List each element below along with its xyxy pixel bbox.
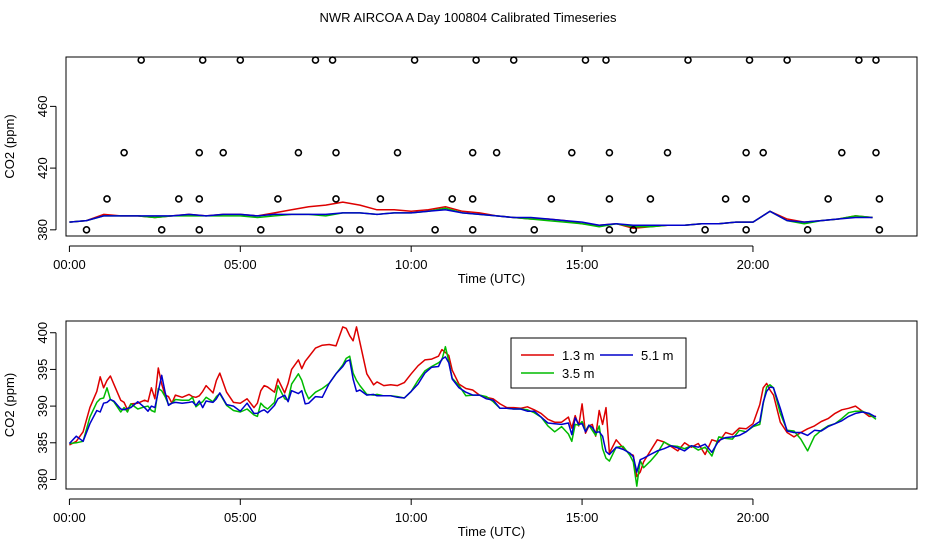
raw-data-point bbox=[547, 195, 556, 203]
raw-data-point bbox=[157, 226, 166, 234]
raw-data-point bbox=[137, 56, 145, 64]
x-tick-label: 05:00 bbox=[224, 257, 257, 272]
series-line-3-5-m bbox=[69, 207, 873, 228]
x-tick-label: 05:00 bbox=[224, 510, 257, 525]
raw-data-point bbox=[219, 148, 228, 157]
raw-data-point bbox=[236, 56, 245, 64]
raw-data-point bbox=[581, 56, 590, 64]
raw-data-point bbox=[468, 195, 477, 203]
legend-label: 3.5 m bbox=[562, 366, 595, 381]
plot-data bbox=[69, 201, 873, 230]
raw-data-point bbox=[120, 148, 128, 157]
raw-data-point bbox=[198, 56, 207, 64]
raw-data-point bbox=[759, 148, 768, 157]
y-tick-label: 460 bbox=[35, 96, 50, 118]
x-axis-label: Time (UTC) bbox=[458, 524, 525, 539]
raw-data-point bbox=[328, 56, 337, 64]
plot-frame bbox=[65, 56, 918, 237]
y-tick-label: 385 bbox=[35, 432, 50, 454]
raw-data-point bbox=[663, 148, 672, 157]
raw-data-point bbox=[605, 226, 614, 234]
legend-label: 5.1 m bbox=[641, 348, 674, 363]
raw-data-point bbox=[332, 148, 340, 157]
raw-data-point bbox=[824, 195, 832, 203]
raw-data-point bbox=[745, 56, 754, 64]
raw-data-point bbox=[195, 195, 204, 203]
raw-data-point bbox=[335, 226, 344, 234]
raw-data-point bbox=[431, 226, 439, 234]
raw-data-point bbox=[803, 226, 812, 234]
top-panel: 00:00 05:00 10:00 15:00 20:00 Time (UTC) 380 42… bbox=[2, 56, 918, 286]
raw-data-point bbox=[195, 226, 204, 234]
raw-data-point bbox=[195, 148, 204, 157]
raw-data-point bbox=[410, 56, 419, 64]
x-axis-label: Time (UTC) bbox=[458, 271, 525, 286]
raw-data-point bbox=[393, 148, 402, 157]
plot-data bbox=[68, 326, 877, 487]
y-tick-label: 380 bbox=[35, 469, 50, 491]
raw-data-point bbox=[448, 195, 456, 203]
raw-data-point bbox=[472, 56, 480, 64]
series-line-5-1-m bbox=[69, 209, 873, 226]
raw-data-point bbox=[721, 195, 730, 203]
raw-data-point bbox=[468, 226, 477, 234]
y-tick-label: 390 bbox=[35, 395, 50, 417]
raw-data-point bbox=[332, 195, 340, 203]
raw-data-point bbox=[103, 195, 111, 203]
raw-data-point bbox=[530, 226, 539, 234]
x-tick-label: 10:00 bbox=[395, 510, 428, 525]
series-line-5-1-m bbox=[68, 356, 877, 473]
raw-data-point bbox=[875, 226, 884, 234]
raw-data-point bbox=[872, 148, 880, 157]
raw-data-point bbox=[294, 148, 303, 157]
raw-data-point bbox=[602, 56, 610, 64]
raw-data-point bbox=[742, 226, 750, 234]
y-tick-label: 380 bbox=[35, 219, 50, 241]
raw-data-point bbox=[311, 56, 320, 64]
bottom-panel: 00:00 05:00 10:00 15:00 20:00 Time (UTC) 380 38… bbox=[2, 320, 918, 539]
legend-box bbox=[510, 337, 687, 389]
raw-data-point bbox=[742, 195, 750, 203]
x-tick-label: 00:00 bbox=[53, 257, 86, 272]
raw-data-point bbox=[568, 148, 576, 157]
y-axis-label: CO2 (ppm) bbox=[2, 114, 17, 178]
raw-data-point bbox=[509, 56, 518, 64]
raw-data-point bbox=[701, 226, 709, 234]
raw-data-point bbox=[376, 195, 385, 203]
raw-data-point bbox=[468, 148, 477, 157]
raw-data-point bbox=[356, 226, 364, 234]
raw-data-point bbox=[742, 148, 750, 157]
y-tick-label: 395 bbox=[35, 359, 50, 381]
plot-frame bbox=[65, 320, 918, 490]
legend-label: 1.3 m bbox=[562, 348, 595, 363]
raw-data-point bbox=[274, 195, 282, 203]
x-tick-label: 15:00 bbox=[566, 510, 599, 525]
raw-data-point bbox=[783, 56, 791, 64]
y-tick-label: 400 bbox=[35, 322, 50, 344]
raw-data-point bbox=[872, 56, 880, 64]
x-tick-label: 00:00 bbox=[53, 510, 86, 525]
raw-data-point bbox=[174, 195, 183, 203]
raw-data-point bbox=[684, 56, 692, 64]
figure-title: NWR AIRCOA A Day 100804 Calibrated Times… bbox=[320, 10, 617, 25]
x-tick-label: 20:00 bbox=[737, 510, 770, 525]
raw-data-point bbox=[838, 148, 846, 157]
x-tick-label: 20:00 bbox=[737, 257, 770, 272]
raw-data-point bbox=[875, 195, 884, 203]
x-tick-label: 10:00 bbox=[395, 257, 428, 272]
raw-data-point bbox=[605, 148, 614, 157]
raw-data-point bbox=[646, 195, 655, 203]
x-tick-label: 15:00 bbox=[566, 257, 599, 272]
y-axis-label: CO2 (ppm) bbox=[2, 373, 17, 437]
raw-data-point bbox=[82, 226, 91, 234]
raw-data-point bbox=[605, 195, 614, 203]
raw-data-point bbox=[629, 226, 638, 234]
raw-data-point bbox=[257, 226, 265, 234]
raw-data-point bbox=[855, 56, 863, 64]
raw-data-point bbox=[492, 148, 501, 157]
y-tick-label: 420 bbox=[35, 157, 50, 179]
